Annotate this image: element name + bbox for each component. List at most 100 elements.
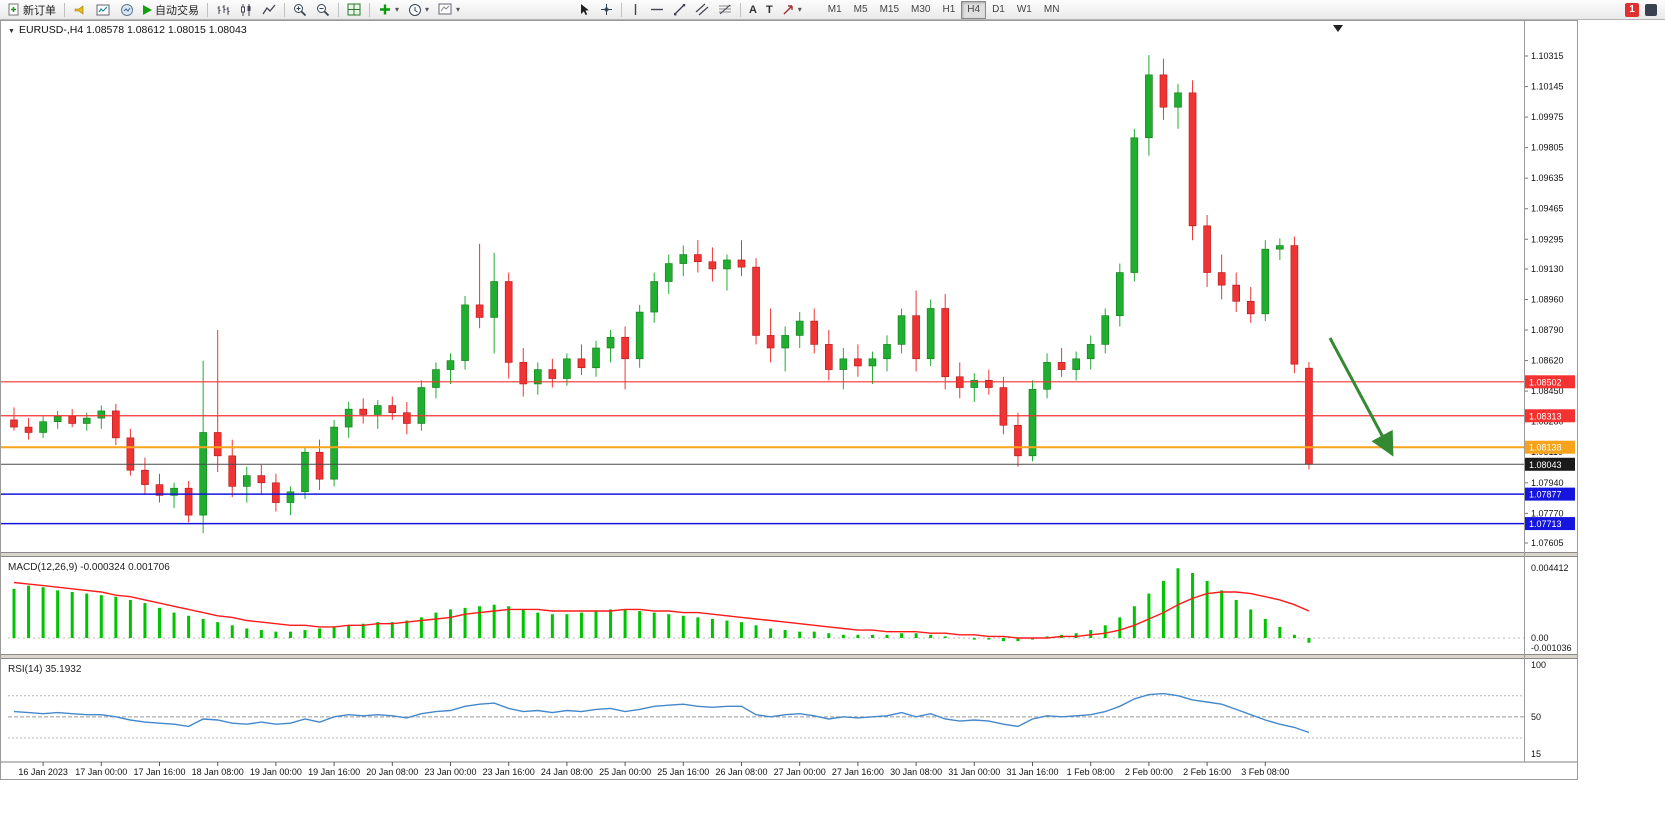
chevron-down-icon: ▾: [425, 4, 430, 14]
time-axis-label: 2 Feb 16:00: [1183, 767, 1231, 777]
candle: [883, 335, 891, 372]
candle-body: [112, 410, 120, 439]
new-order-button[interactable]: 新订单: [4, 1, 60, 19]
text-tool-button[interactable]: A: [745, 1, 761, 19]
price-tag: [1525, 517, 1575, 531]
timeframe-m1-button[interactable]: M1: [822, 1, 848, 19]
candle-body: [1188, 92, 1197, 227]
candle-body: [1072, 358, 1080, 370]
rsi-axis-label: 15: [1531, 749, 1541, 759]
candle: [1086, 335, 1095, 370]
panel-separator[interactable]: [1, 552, 1577, 557]
periods-button[interactable]: ▾: [404, 1, 433, 19]
candle: [1130, 128, 1139, 282]
alerts-button[interactable]: [69, 1, 91, 19]
panel-separator[interactable]: [1, 654, 1577, 659]
candle-body: [170, 487, 178, 496]
bar-chart-button[interactable]: [212, 1, 234, 19]
candle-body: [621, 336, 629, 360]
candle-body: [1028, 389, 1037, 457]
candle: [824, 330, 833, 381]
candle: [1188, 80, 1197, 241]
crosshair-button[interactable]: [596, 1, 617, 19]
candles-layer: [10, 55, 1313, 534]
channel-button[interactable]: [691, 1, 713, 19]
autoscroll-marker[interactable]: [1333, 25, 1343, 32]
notification-badge[interactable]: 1: [1625, 2, 1639, 17]
candle: [694, 240, 702, 273]
bid-price-label: 1.08043: [1529, 460, 1562, 470]
timeframe-mn-button[interactable]: MN: [1038, 1, 1066, 19]
price-axis-label: 1.08620: [1531, 356, 1564, 366]
arrows-tool-button[interactable]: ▾: [778, 1, 806, 19]
candle: [39, 416, 47, 438]
timeframe-m5-button[interactable]: M5: [848, 1, 874, 19]
candle: [679, 245, 688, 277]
zoom-in-button[interactable]: [289, 1, 311, 19]
price-tag-label: 1.07877: [1529, 490, 1562, 500]
trendline-button[interactable]: [669, 1, 690, 19]
candle-body: [24, 426, 33, 433]
text-label-button[interactable]: T: [762, 1, 777, 19]
candle-body: [577, 358, 586, 369]
macd-label: MACD(12,26,9) -0.000324 0.001706: [8, 562, 170, 573]
candle: [1014, 412, 1022, 467]
timeframe-h1-button[interactable]: H1: [936, 1, 961, 19]
chevron-down-icon: ▾: [456, 4, 461, 14]
candle: [1072, 351, 1080, 381]
bar-chart-icon: [217, 4, 230, 15]
candle: [446, 353, 455, 384]
candle-body: [795, 320, 804, 336]
tile-windows-button[interactable]: [343, 1, 365, 19]
fibonacci-button[interactable]: [714, 1, 736, 19]
fibonacci-icon: [719, 4, 732, 15]
zoom-out-button[interactable]: [312, 1, 334, 19]
candle-body: [868, 358, 877, 367]
chart-canvas[interactable]: 1.10315 1.10145 1.09975 1.09805 1.09635 1.094…: [0, 20, 1665, 832]
candle-body: [373, 405, 382, 415]
candle-body: [272, 482, 280, 503]
time-axis-label: 23 Jan 00:00: [424, 767, 476, 777]
chart-window-button[interactable]: [92, 1, 115, 19]
candle-body: [490, 281, 498, 318]
candle-body: [737, 259, 746, 268]
candle: [752, 258, 760, 345]
candle: [213, 330, 222, 473]
timeframe-h4-button[interactable]: H4: [961, 0, 987, 19]
candle: [1101, 308, 1110, 354]
play-icon: [143, 4, 152, 15]
candle-body: [243, 475, 251, 487]
candle: [737, 240, 746, 277]
line-chart-button[interactable]: [258, 1, 280, 19]
indicators-button[interactable]: ▾: [374, 1, 403, 19]
rsi-label: RSI(14) 35.1932: [8, 664, 82, 675]
candle-body: [897, 315, 906, 345]
auto-trading-button[interactable]: 自动交易: [139, 1, 203, 19]
candle-body: [1232, 284, 1240, 302]
price-axis-label: 1.09465: [1531, 204, 1564, 214]
candle-body: [301, 451, 309, 493]
candle: [330, 419, 338, 487]
time-axis-label: 1 Feb 08:00: [1067, 767, 1115, 777]
price-axis-label: 1.09805: [1531, 143, 1564, 153]
cursor-button[interactable]: [574, 1, 595, 19]
candle: [359, 398, 368, 424]
time-axis-label: 18 Jan 08:00: [192, 767, 244, 777]
time-axis-label: 16 Jan 2023: [18, 767, 68, 777]
timeframe-d1-button[interactable]: D1: [986, 1, 1011, 19]
candle-body: [1217, 272, 1226, 286]
timeframe-m15-button[interactable]: M15: [874, 1, 905, 19]
timeframe-w1-button[interactable]: W1: [1011, 1, 1038, 19]
candle: [635, 304, 644, 368]
timeframe-m30-button[interactable]: M30: [905, 1, 936, 19]
zoom-in-icon: [294, 3, 307, 16]
market-watch-button[interactable]: [116, 1, 138, 19]
tray-icon[interactable]: [1645, 3, 1657, 16]
candlestick-chart-button[interactable]: [235, 1, 257, 19]
templates-button[interactable]: ▾: [434, 1, 464, 19]
candle-body: [1130, 137, 1139, 273]
vertical-line-button[interactable]: [626, 1, 645, 19]
horizontal-line-button[interactable]: [646, 1, 668, 19]
trend-arrow-annotation[interactable]: [1328, 337, 1394, 457]
price-tag: [1525, 375, 1575, 389]
